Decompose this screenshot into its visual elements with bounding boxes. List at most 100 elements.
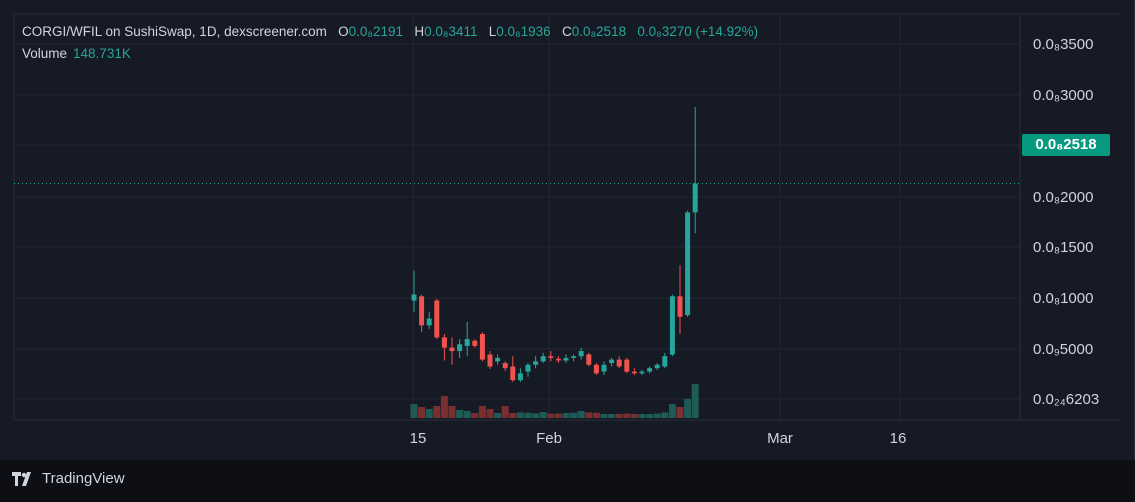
volume-bar [577, 411, 585, 418]
legend-change: 0.0₈3270 (+14.92%) [637, 24, 759, 39]
volume-bar [570, 412, 578, 418]
candle-body [525, 364, 531, 372]
candle-body [548, 356, 554, 358]
candle-body [593, 364, 599, 374]
legend-close-value: 0.0₈2518 [571, 24, 627, 39]
x-tick-label: Mar [767, 430, 793, 447]
candle-body [517, 373, 523, 381]
candle-body [479, 333, 485, 360]
volume-bar [623, 413, 631, 418]
volume-bar [539, 412, 547, 418]
volume-bar [516, 412, 524, 418]
chart-grid [13, 13, 1120, 421]
volume-bar [471, 413, 479, 418]
legend-high-label: H [414, 24, 425, 39]
x-tick-label: 16 [890, 430, 907, 447]
legend-close-label: C [561, 24, 572, 39]
volume-bar [585, 412, 593, 418]
volume-bar [494, 413, 502, 418]
volume-bar [509, 413, 517, 418]
candle-body [692, 183, 698, 213]
candle-body [571, 356, 577, 358]
candle-body [685, 212, 691, 316]
legend-low-label: L [488, 24, 497, 39]
volume-bar [410, 404, 418, 418]
volume-bar [478, 406, 486, 418]
x-axis: 15 Feb Mar 16 [410, 430, 907, 447]
legend-title: CORGI/WFIL on SushiSwap, 1D, dexscreener… [22, 24, 327, 39]
candle-body [677, 296, 683, 317]
candle-body [578, 351, 584, 357]
y-tick-label: 0.0₈1500 [1033, 239, 1093, 256]
volume-bar [668, 404, 676, 418]
volume-bar [448, 406, 456, 418]
legend-open-value: 0.0₈2191 [348, 24, 404, 39]
candles [411, 107, 698, 382]
candle-body [563, 357, 569, 361]
tradingview-logo[interactable]: TradingView [12, 470, 125, 487]
volume-bar [554, 413, 562, 418]
volume-bar [691, 384, 699, 418]
candle-body [631, 371, 637, 374]
candle-body [449, 347, 455, 352]
volume-value: 148.731K [73, 46, 131, 61]
volume-bar [600, 414, 608, 418]
volume-bar [615, 414, 623, 418]
y-tick-label: 0.0₈2000 [1033, 189, 1093, 206]
candle-body [624, 359, 630, 372]
candle-body [609, 359, 615, 364]
price-chart[interactable]: 0.0₈3500 0.0₈3000 0.0₈2000 0.0₈1500 0.0₈1000… [0, 0, 1135, 460]
volume-bar [486, 409, 494, 418]
volume-bar [562, 413, 570, 418]
chart-legend: CORGI/WFIL on SushiSwap, 1D, dexscreener… [22, 24, 758, 39]
volume-bar [638, 414, 646, 418]
candle-body [616, 359, 622, 367]
candle-body [457, 344, 463, 352]
candle-body [434, 300, 440, 338]
volume-bar [608, 414, 616, 418]
candle-body [487, 354, 493, 367]
volume-label: Volume [22, 46, 68, 61]
y-tick-label: 0.0₉5000 [1033, 341, 1093, 358]
candle-body [669, 296, 675, 355]
x-tick-label: Feb [536, 430, 562, 447]
candle-body [426, 318, 432, 326]
candle-body [654, 364, 660, 369]
tradingview-brand: TradingView [42, 470, 125, 487]
volume-bar [547, 413, 555, 418]
candle-body [662, 356, 668, 367]
volume-legend: Volume 148.731K [22, 46, 131, 61]
candle-body [411, 294, 417, 301]
candle-body [510, 366, 516, 381]
y-axis: 0.0₈3500 0.0₈3000 0.0₈2000 0.0₈1500 0.0₈1000… [1033, 36, 1099, 408]
candle-body [586, 354, 592, 365]
volume-bar [433, 406, 441, 418]
candle-body [441, 337, 447, 348]
volume-bar [418, 407, 426, 418]
candle-body [472, 340, 478, 346]
legend-low-value: 0.0₈1936 [496, 24, 551, 39]
candle-body [495, 357, 501, 362]
candle-body [533, 361, 539, 365]
chart-frame [0, 0, 1135, 460]
candle-body [647, 368, 653, 372]
volume-bars [410, 384, 699, 418]
volume-bar [440, 396, 448, 418]
volume-bar [456, 410, 464, 418]
y-tick-label: 0.0₈3500 [1033, 36, 1093, 53]
volume-bar [684, 399, 692, 418]
volume-bar [501, 406, 509, 418]
y-tick-label: 0.0₈3000 [1033, 87, 1093, 104]
volume-bar [592, 412, 600, 418]
volume-bar [661, 412, 669, 418]
legend-high-value: 0.0₈3411 [424, 24, 478, 39]
volume-bar [630, 414, 638, 418]
candle-body [601, 364, 607, 372]
x-tick-label: 15 [410, 430, 427, 447]
candle-body [540, 356, 546, 362]
current-price-badge: 0.0₈2518 [1022, 134, 1110, 156]
volume-bar [653, 413, 661, 418]
candle-body [502, 363, 508, 369]
volume-bar [425, 409, 433, 418]
y-tick-label: 0.0₂₄6203 [1033, 391, 1099, 408]
